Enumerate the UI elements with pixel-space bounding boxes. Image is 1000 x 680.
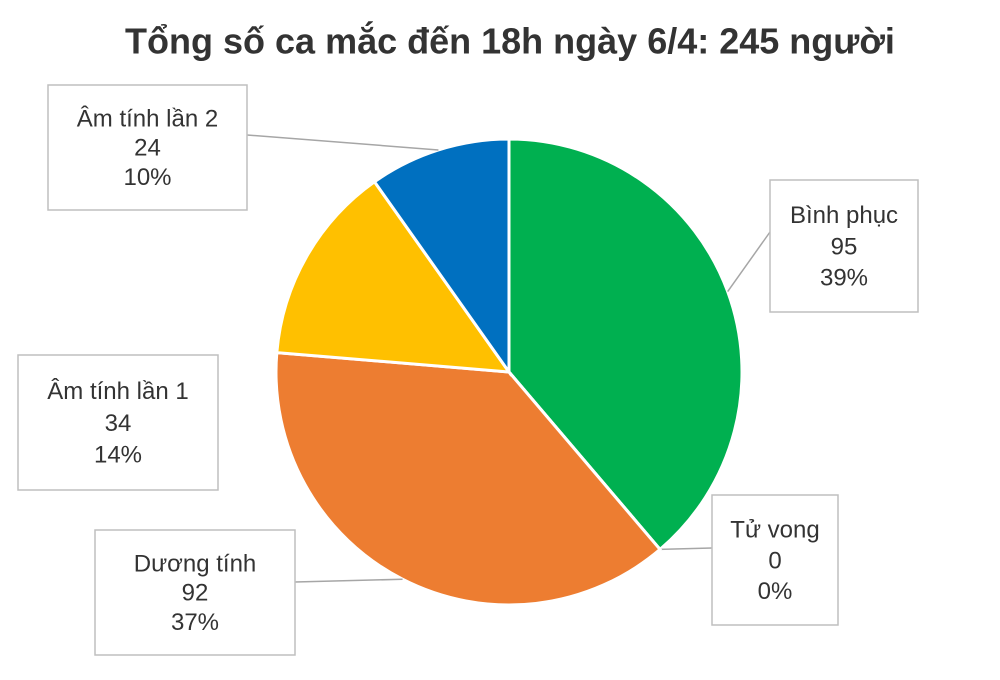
leader-line <box>727 231 771 292</box>
data-label-percent: 14% <box>94 442 142 469</box>
data-label-percent: 10% <box>123 164 171 191</box>
chart-title: Tổng số ca mắc đến 18h ngày 6/4: 245 ngư… <box>125 20 895 62</box>
data-label-category: Âm tính lần 2 <box>77 105 218 132</box>
data-label-category: Tử vong <box>730 517 819 544</box>
label-box <box>47 84 248 211</box>
label-box <box>94 529 296 656</box>
data-label-category: Âm tính lần 1 <box>47 378 188 405</box>
pie-slice <box>275 179 513 374</box>
data-label-category: Dương tính <box>134 550 257 577</box>
data-label-percent: 0% <box>758 578 793 605</box>
leader-line <box>660 547 713 551</box>
data-label-value: 24 <box>134 135 161 162</box>
leader-line <box>294 578 403 583</box>
label-box <box>711 494 839 626</box>
label-box <box>769 179 919 313</box>
data-label-value: 0 <box>768 547 781 574</box>
leader-line <box>246 134 439 151</box>
pie-slice <box>507 137 744 552</box>
data-label-value: 34 <box>105 410 132 437</box>
data-label-category: Bình phục <box>790 202 898 229</box>
data-label-percent: 39% <box>820 264 868 291</box>
data-label-percent: 37% <box>171 609 219 636</box>
data-label-value: 95 <box>831 233 858 260</box>
label-box <box>17 354 219 491</box>
data-label-value: 92 <box>182 580 209 607</box>
